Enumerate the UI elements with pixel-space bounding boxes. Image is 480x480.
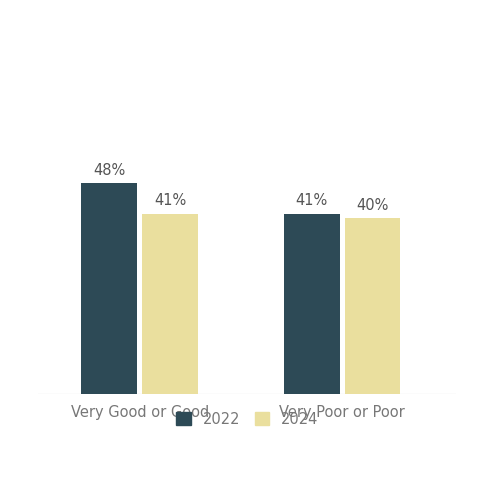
Legend: 2022, 2024: 2022, 2024 (170, 406, 324, 432)
Text: 41%: 41% (154, 193, 186, 208)
Bar (284, 214, 339, 394)
Text: 40%: 40% (356, 198, 389, 213)
Bar (142, 214, 198, 394)
Text: 48%: 48% (93, 163, 125, 178)
Bar (345, 218, 400, 394)
Text: 41%: 41% (296, 193, 328, 208)
Bar (82, 183, 137, 394)
